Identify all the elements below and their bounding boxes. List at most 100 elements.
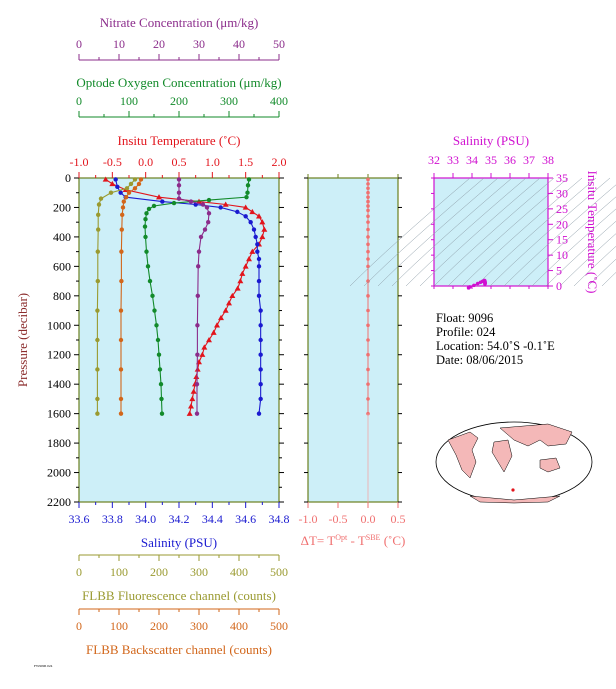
temperature-point — [102, 176, 109, 182]
temperature-axis-label: Insitu Temperature (˚C) — [117, 133, 240, 148]
pressure-tick-label: 1400 — [47, 377, 71, 391]
density-contour — [433, 177, 555, 287]
fluorescence-point — [108, 190, 114, 195]
delta-t-point — [366, 199, 370, 204]
salinity-point — [218, 205, 223, 210]
ts-salinity-label: Salinity (PSU) — [453, 133, 529, 148]
ts-temperature-tick-label: 0 — [556, 279, 562, 293]
salinity-point — [255, 249, 260, 254]
pressure-tick-label: 400 — [53, 230, 71, 244]
fluorescence-axis-label: FLBB Fluorescence channel (counts) — [82, 588, 276, 603]
delta-t-point — [366, 294, 370, 298]
temperature-point — [234, 285, 241, 291]
oxygen-point — [146, 206, 152, 212]
nitrate-tick-label: 10 — [113, 37, 125, 51]
pressure-tick-label: 1600 — [47, 407, 71, 421]
delta-t-point — [366, 242, 370, 247]
fluorescence-point — [128, 181, 134, 187]
density-contour — [405, 177, 527, 287]
ts-temperature-tick-label: 30 — [556, 186, 568, 200]
temperature-point — [259, 219, 266, 225]
backscatter-tick-label: 500 — [270, 619, 288, 633]
map-land-americas — [447, 431, 479, 479]
backscatter-point — [138, 177, 144, 182]
ts-salinity-tick-label: 32 — [428, 153, 440, 167]
pressure-tick-label: 2200 — [47, 495, 71, 509]
temperature-tick-label: -1.0 — [70, 155, 89, 169]
fluorescence-tick-label: 200 — [150, 565, 168, 579]
delta-t-point — [366, 182, 370, 186]
density-contour — [377, 177, 499, 287]
density-contour — [545, 220, 616, 287]
nitrate-point — [176, 196, 182, 201]
date: Date: 08/06/2015 — [436, 353, 523, 367]
oxygen-tick-label: 300 — [220, 94, 238, 108]
pressure-tick-label: 2000 — [47, 466, 71, 480]
ts-salinity-tick-label: 35 — [485, 153, 497, 167]
oxygen-point — [246, 177, 252, 182]
salinity-point — [115, 184, 120, 190]
delta-t-label-end: (˚C) — [380, 533, 405, 548]
ts-temperature-tick-label: 35 — [556, 171, 568, 185]
salinity-point — [248, 219, 253, 225]
temperature-point — [229, 292, 236, 299]
delta-t-point — [366, 204, 370, 208]
salinity-point — [258, 367, 263, 372]
oxygen-tick-label: 0 — [76, 94, 82, 108]
density-contour — [517, 196, 616, 287]
salinity-point — [256, 278, 262, 284]
density-contour — [503, 184, 616, 287]
map-land-antarctica — [469, 495, 561, 504]
backscatter-tick-label: 300 — [190, 619, 208, 633]
oxygen-point — [159, 411, 165, 416]
backscatter-point — [119, 278, 124, 284]
temperature-point — [242, 263, 249, 269]
backscatter-point — [118, 337, 124, 343]
temperature-tick-label: 0.5 — [172, 155, 187, 169]
pressure-tick-label: 200 — [53, 200, 71, 214]
salinity-tick-label: 34.4 — [202, 512, 223, 526]
oxygen-point — [245, 183, 251, 188]
backscatter-tick-label: 100 — [110, 619, 128, 633]
oxygen-point — [171, 200, 177, 206]
salinity-point — [258, 323, 263, 328]
world-map — [435, 421, 593, 504]
pressure-tick-label: 1200 — [47, 348, 71, 362]
oxygen-tick-label: 200 — [170, 94, 188, 108]
delta-t-point — [366, 264, 370, 269]
oxygen-point — [245, 190, 250, 195]
ts-point — [483, 282, 487, 286]
backscatter-point — [119, 249, 124, 254]
backscatter-point — [126, 190, 132, 195]
nitrate-point — [200, 202, 206, 207]
salinity-tick-label: 34.2 — [169, 512, 190, 526]
temperature-point — [226, 300, 232, 306]
delta-t-ticks: -1.0 -0.5 0.0 0.5 — [299, 174, 406, 526]
temperature-point — [222, 201, 229, 207]
salinity-point — [113, 177, 118, 182]
oxygen-point — [152, 308, 157, 313]
oxygen-axis-label: Optode Oxygen Concentration (μm/kg) — [76, 75, 281, 90]
temperature-tick-label: 1.0 — [205, 155, 220, 169]
density-contour — [531, 208, 616, 287]
oxygen-tick-label: 400 — [270, 94, 288, 108]
backscatter-point — [136, 181, 142, 187]
temperature-point — [249, 248, 256, 254]
oxygen-point — [155, 337, 161, 343]
salinity-axis-label: Salinity (PSU) — [141, 535, 217, 550]
temperature-point — [210, 329, 217, 335]
temperature-point — [261, 226, 268, 232]
delta-t-point — [366, 214, 370, 219]
density-contour — [587, 258, 616, 287]
delta-t-tick-label: -0.5 — [329, 512, 348, 526]
salinity-point — [253, 234, 258, 240]
temperature-point — [222, 307, 229, 313]
fluorescence-point — [95, 396, 100, 402]
temperature-point — [193, 373, 200, 380]
delta-t-label-a: ΔT= T — [301, 533, 336, 548]
temperature-tick-label: 0.0 — [138, 155, 153, 169]
temperature-point — [109, 180, 116, 187]
oxygen-point — [157, 367, 163, 372]
salinity-point — [256, 293, 262, 299]
